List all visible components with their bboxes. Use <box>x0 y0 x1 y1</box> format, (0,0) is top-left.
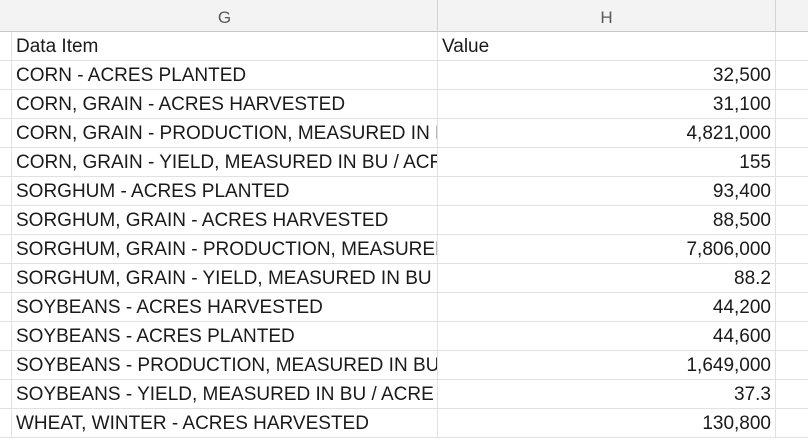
cell[interactable] <box>776 351 808 379</box>
table-row: SORGHUM, GRAIN - ACRES HARVESTED 88,500 <box>0 206 808 235</box>
cell[interactable] <box>776 409 808 437</box>
cell[interactable] <box>776 264 808 292</box>
table-row: SOYBEANS - YIELD, MEASURED IN BU / ACRE 3… <box>0 380 808 409</box>
table-header-row: Data Item Value <box>0 32 808 61</box>
cell-data-item[interactable]: SOYBEANS - PRODUCTION, MEASURED IN BU <box>12 351 438 379</box>
cell-value[interactable]: 130,800 <box>438 409 776 437</box>
cell-data-item[interactable]: SOYBEANS - ACRES HARVESTED <box>12 293 438 321</box>
table-row: SOYBEANS - ACRES HARVESTED 44,200 <box>0 293 808 322</box>
cell[interactable] <box>0 206 12 234</box>
cell[interactable] <box>0 90 12 118</box>
cell-data-item[interactable]: SOYBEANS - YIELD, MEASURED IN BU / ACRE <box>12 380 438 408</box>
cell-value[interactable]: 155 <box>438 148 776 176</box>
cell[interactable] <box>0 380 12 408</box>
cell[interactable] <box>776 322 808 350</box>
table-row: SOYBEANS - ACRES PLANTED 44,600 <box>0 322 808 351</box>
cell-value[interactable]: 1,649,000 <box>438 351 776 379</box>
table-row: CORN, GRAIN - ACRES HARVESTED 31,100 <box>0 90 808 119</box>
cell-data-item[interactable]: CORN - ACRES PLANTED <box>12 61 438 89</box>
cell-data-item[interactable]: SOYBEANS - ACRES PLANTED <box>12 322 438 350</box>
column-header-row: G H <box>0 0 808 32</box>
table-row: SORGHUM, GRAIN - YIELD, MEASURED IN BU /… <box>0 264 808 293</box>
table-body: CORN - ACRES PLANTED 32,500 CORN, GRAIN - … <box>0 61 808 438</box>
cell[interactable] <box>0 409 12 437</box>
cell-value[interactable]: 44,200 <box>438 293 776 321</box>
cell-value[interactable]: 88,500 <box>438 206 776 234</box>
table-row: SORGHUM, GRAIN - PRODUCTION, MEASURED IN… <box>0 235 808 264</box>
cell[interactable] <box>0 61 12 89</box>
table-row: SORGHUM - ACRES PLANTED 93,400 <box>0 177 808 206</box>
cell[interactable] <box>0 322 12 350</box>
cell[interactable] <box>0 235 12 263</box>
cell[interactable] <box>776 119 808 147</box>
cell[interactable] <box>776 177 808 205</box>
table-row: CORN, GRAIN - PRODUCTION, MEASURED IN BU… <box>0 119 808 148</box>
cell-data-item[interactable]: SORGHUM, GRAIN - ACRES HARVESTED <box>12 206 438 234</box>
cell[interactable] <box>776 293 808 321</box>
cell-value[interactable]: 31,100 <box>438 90 776 118</box>
cell-data-item[interactable]: CORN, GRAIN - YIELD, MEASURED IN BU / AC… <box>12 148 438 176</box>
cell[interactable] <box>0 351 12 379</box>
cell[interactable] <box>776 32 808 60</box>
cell-data-item[interactable]: WHEAT, WINTER - ACRES HARVESTED <box>12 409 438 437</box>
table-row: SOYBEANS - PRODUCTION, MEASURED IN BU 1,6… <box>0 351 808 380</box>
table-row: CORN, GRAIN - YIELD, MEASURED IN BU / AC… <box>0 148 808 177</box>
cell-data-item-header[interactable]: Data Item <box>12 32 438 60</box>
cell[interactable] <box>0 177 12 205</box>
cell[interactable] <box>776 206 808 234</box>
cell-data-item[interactable]: SORGHUM, GRAIN - YIELD, MEASURED IN BU /… <box>12 264 438 292</box>
cell-value[interactable]: 7,806,000 <box>438 235 776 263</box>
cell[interactable] <box>0 264 12 292</box>
column-header-g[interactable]: G <box>12 0 438 31</box>
cell-grid: Data Item Value CORN - ACRES PLANTED 32,5… <box>0 32 808 438</box>
cell[interactable] <box>776 90 808 118</box>
cell-data-item[interactable]: CORN, GRAIN - ACRES HARVESTED <box>12 90 438 118</box>
cell[interactable] <box>776 380 808 408</box>
cell[interactable] <box>0 148 12 176</box>
cell-value[interactable]: 32,500 <box>438 61 776 89</box>
cell[interactable] <box>0 119 12 147</box>
cell-data-item[interactable]: SORGHUM, GRAIN - PRODUCTION, MEASURED IN… <box>12 235 438 263</box>
cell[interactable] <box>776 148 808 176</box>
cell-data-item[interactable]: CORN, GRAIN - PRODUCTION, MEASURED IN BU <box>12 119 438 147</box>
column-header-i[interactable] <box>776 0 808 31</box>
cell-value[interactable]: 44,600 <box>438 322 776 350</box>
cell-value[interactable]: 4,821,000 <box>438 119 776 147</box>
cell-value[interactable]: 93,400 <box>438 177 776 205</box>
cell[interactable] <box>776 61 808 89</box>
cell[interactable] <box>0 293 12 321</box>
column-header-h[interactable]: H <box>438 0 776 31</box>
cell-data-item[interactable]: SORGHUM - ACRES PLANTED <box>12 177 438 205</box>
cell-value[interactable]: 88.2 <box>438 264 776 292</box>
cell-value-header[interactable]: Value <box>438 32 776 60</box>
table-row: WHEAT, WINTER - ACRES HARVESTED 130,800 <box>0 409 808 438</box>
table-row: CORN - ACRES PLANTED 32,500 <box>0 61 808 90</box>
cell[interactable] <box>776 235 808 263</box>
cell-value[interactable]: 37.3 <box>438 380 776 408</box>
cell[interactable] <box>0 32 12 60</box>
